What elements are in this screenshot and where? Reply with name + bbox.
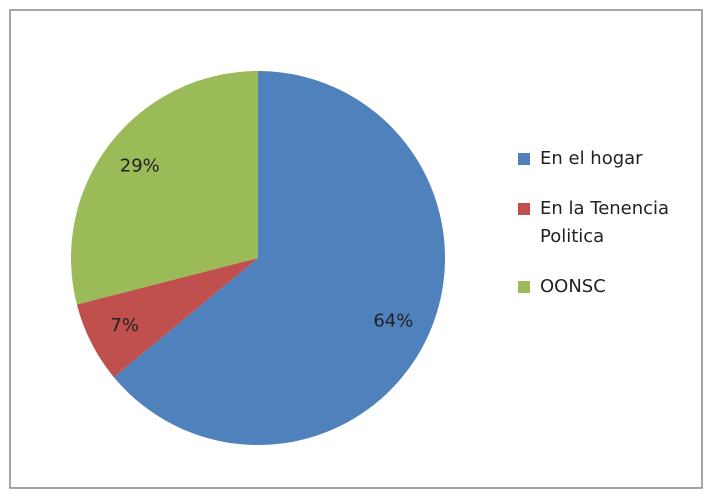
data-label: 29%: [120, 155, 160, 176]
legend-label: En la Tenencia Politica: [540, 198, 670, 247]
legend-swatch: [518, 153, 530, 165]
pie-slice: [113, 71, 445, 445]
legend-label: En el hogar: [540, 148, 643, 169]
legend: En el hogar En la Tenencia Politica OONSC: [518, 145, 698, 323]
legend-label: OONSC: [540, 276, 606, 297]
data-label: 7%: [110, 315, 139, 336]
legend-item: En la Tenencia Politica: [518, 195, 698, 251]
legend-swatch: [518, 281, 530, 293]
legend-item: En el hogar: [518, 145, 698, 173]
legend-swatch: [518, 203, 530, 215]
data-label: 64%: [373, 311, 413, 332]
pie-slice: [70, 71, 258, 305]
pie-slice: [76, 258, 259, 378]
legend-item: OONSC: [518, 273, 698, 301]
